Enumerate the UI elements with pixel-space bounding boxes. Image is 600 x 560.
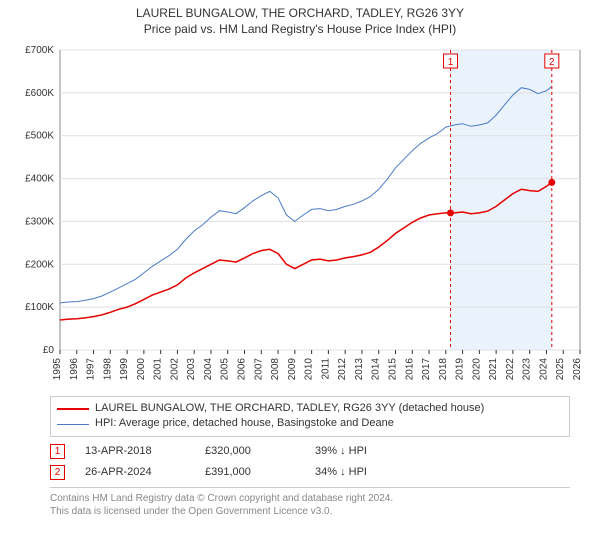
legend-swatch — [57, 408, 89, 410]
sale-price: £391,000 — [205, 466, 295, 478]
line-chart: £0 £100K £200K £300K £400K £500K £600K £700K 199… — [10, 40, 590, 390]
x-tick-label: 2005 — [220, 358, 231, 381]
x-tick-label: 2024 — [538, 358, 549, 381]
x-tick-label: 1997 — [86, 358, 97, 381]
legend-label: LAUREL BUNGALOW, THE ORCHARD, TADLEY, RG… — [95, 401, 484, 416]
x-tick-label: 2013 — [354, 358, 365, 381]
x-tick-label: 1998 — [102, 358, 113, 381]
y-tick-label: £300K — [25, 216, 54, 227]
sale-date: 13-APR-2018 — [85, 445, 185, 457]
x-tick-label: 2021 — [488, 358, 499, 381]
highlight-band — [451, 50, 552, 350]
sales-table: 1 13-APR-2018 £320,000 39% ↓ HPI 2 26-APR-202… — [50, 441, 570, 483]
y-tick-label: £0 — [43, 345, 55, 356]
x-tick-label: 2026 — [572, 358, 583, 381]
chart-subtitle: Price paid vs. HM Land Registry's House … — [10, 22, 590, 36]
y-tick-label: £600K — [25, 88, 54, 99]
y-tick-label: £500K — [25, 131, 54, 142]
x-tick-label: 2004 — [203, 358, 214, 381]
chart-title: LAUREL BUNGALOW, THE ORCHARD, TADLEY, RG… — [10, 6, 590, 20]
x-tick-label: 2017 — [421, 358, 432, 381]
legend-item: HPI: Average price, detached house, Basi… — [57, 416, 563, 431]
chart-svg: £0 £100K £200K £300K £400K £500K £600K £700K 199… — [10, 40, 590, 390]
attribution: Contains HM Land Registry data © Crown c… — [50, 492, 570, 518]
x-tick-label: 2007 — [253, 358, 264, 381]
x-tick-label: 2015 — [387, 358, 398, 381]
sale-marker-badge: 1 — [50, 444, 65, 459]
x-tick-label: 2000 — [136, 358, 147, 381]
x-tick-label: 2011 — [320, 358, 331, 380]
divider — [50, 487, 570, 488]
x-tick-label: 2002 — [169, 358, 180, 381]
sale-price: £320,000 — [205, 445, 295, 457]
x-tick-label: 2012 — [337, 358, 348, 381]
x-tick-label: 2008 — [270, 358, 281, 381]
sale-date: 26-APR-2024 — [85, 466, 185, 478]
legend-label: HPI: Average price, detached house, Basi… — [95, 416, 394, 431]
x-tick-label: 2020 — [471, 358, 482, 381]
sale-marker-dot — [447, 209, 454, 216]
x-tick-label: 2010 — [304, 358, 315, 381]
legend-swatch — [57, 424, 89, 425]
x-tick-label: 2019 — [455, 358, 466, 381]
attribution-line: This data is licensed under the Open Gov… — [50, 505, 570, 518]
x-tick-label: 1995 — [52, 358, 63, 381]
y-tick-label: £100K — [25, 302, 54, 313]
sale-marker-badge: 2 — [50, 465, 65, 480]
legend-item: LAUREL BUNGALOW, THE ORCHARD, TADLEY, RG… — [57, 401, 563, 416]
x-tick-label: 2016 — [404, 358, 415, 381]
sale-marker-dot — [548, 179, 555, 186]
y-tick-label: £700K — [25, 45, 54, 56]
x-tick-label: 1996 — [69, 358, 80, 381]
sale-hpi-delta: 39% ↓ HPI — [315, 445, 415, 457]
x-tick-label: 2003 — [186, 358, 197, 381]
x-tick-label: 2006 — [237, 358, 248, 381]
y-tick-label: £400K — [25, 174, 54, 185]
x-tick-label: 2018 — [438, 358, 449, 381]
x-tick-label: 2025 — [555, 358, 566, 381]
sale-hpi-delta: 34% ↓ HPI — [315, 466, 415, 478]
x-tick-label: 2014 — [371, 358, 382, 381]
legend: LAUREL BUNGALOW, THE ORCHARD, TADLEY, RG… — [50, 396, 570, 437]
sale-marker-id: 2 — [549, 57, 555, 68]
sale-row: 1 13-APR-2018 £320,000 39% ↓ HPI — [50, 441, 570, 462]
x-tick-label: 2009 — [287, 358, 298, 381]
attribution-line: Contains HM Land Registry data © Crown c… — [50, 492, 570, 505]
x-tick-label: 2001 — [153, 358, 164, 381]
x-tick-label: 1999 — [119, 358, 130, 381]
sale-row: 2 26-APR-2024 £391,000 34% ↓ HPI — [50, 462, 570, 483]
x-tick-label: 2022 — [505, 358, 516, 381]
y-tick-label: £200K — [25, 259, 54, 270]
sale-marker-id: 1 — [448, 57, 454, 68]
x-tick-label: 2023 — [522, 358, 533, 381]
